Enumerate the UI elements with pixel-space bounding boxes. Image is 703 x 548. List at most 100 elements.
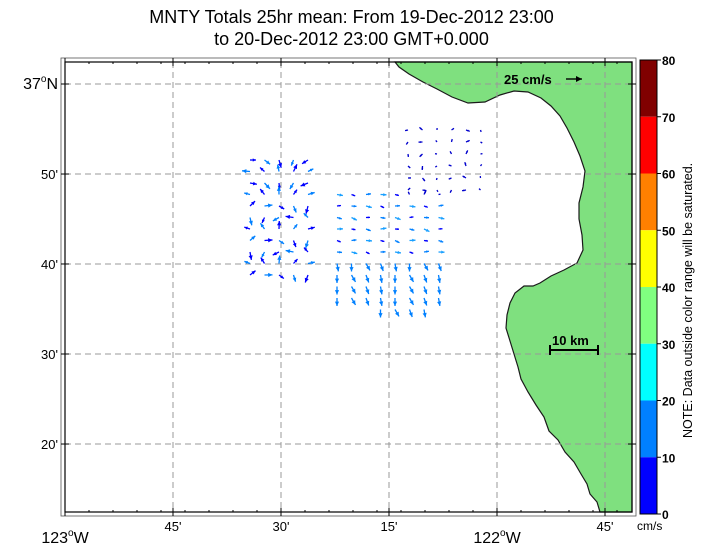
current-vector	[380, 193, 387, 197]
current-vector	[334, 298, 340, 306]
current-vector	[418, 141, 423, 144]
current-vector	[438, 227, 443, 230]
current-vector	[436, 127, 438, 131]
current-vector	[378, 309, 383, 318]
current-vector	[249, 270, 256, 276]
current-vector	[272, 251, 280, 256]
current-vector	[394, 216, 401, 221]
title-line-1: MNTY Totals 25hr mean: From 19-Dec-2012 …	[149, 7, 554, 27]
latitude-label: 20'	[41, 437, 58, 452]
current-vector	[423, 216, 430, 219]
current-vector	[380, 216, 386, 220]
current-vector	[409, 251, 414, 254]
current-vector	[365, 192, 372, 196]
current-vector	[450, 138, 453, 143]
current-vector	[435, 140, 438, 143]
latitude-label: 37oN	[23, 74, 58, 93]
current-vector	[392, 298, 398, 306]
current-vector	[249, 200, 256, 207]
land-area	[393, 61, 633, 513]
current-vector	[479, 175, 482, 179]
current-vector	[394, 228, 400, 231]
longitude-label: 45'	[165, 519, 182, 534]
current-vector	[380, 239, 385, 243]
current-vector	[307, 168, 314, 173]
current-vector	[437, 286, 442, 295]
title-line-2: to 20-Dec-2012 23:00 GMT+0.000	[214, 29, 489, 49]
current-vector	[408, 286, 415, 294]
current-vector	[259, 222, 266, 230]
current-vector	[464, 161, 467, 167]
current-vector	[437, 263, 442, 272]
current-vector	[244, 260, 251, 265]
current-vector	[465, 150, 469, 155]
current-vector	[261, 217, 266, 224]
current-vector	[434, 153, 438, 155]
current-vector	[394, 250, 402, 254]
current-vector	[336, 216, 342, 220]
current-vector	[292, 274, 297, 282]
current-vector	[421, 165, 424, 171]
longitude-label: 15'	[381, 519, 398, 534]
current-vector	[480, 141, 483, 144]
current-vector	[438, 239, 444, 243]
current-vector	[244, 192, 251, 196]
current-vector	[434, 165, 438, 168]
current-vector	[307, 261, 315, 265]
current-vector	[478, 188, 481, 191]
current-vector	[438, 216, 445, 220]
current-vector	[423, 190, 427, 195]
reference-vector: 25 cm/s	[504, 72, 582, 87]
current-vector	[249, 235, 256, 241]
current-vector	[448, 164, 452, 167]
current-vector	[365, 205, 372, 209]
current-vector	[461, 189, 467, 192]
current-vector	[448, 177, 452, 180]
current-vector	[451, 127, 455, 131]
current-vector	[292, 205, 297, 213]
current-vector	[301, 159, 309, 165]
colorbar-tick-label: 70	[662, 111, 676, 125]
scale-bar: 10 km	[549, 333, 599, 355]
current-vector	[336, 250, 343, 254]
longitude-labels: 123oW 45' 30' 15' 122oW 45'	[41, 519, 613, 547]
current-vector	[365, 251, 370, 255]
current-vector	[334, 286, 340, 295]
current-vector	[277, 255, 282, 264]
latitude-labels: 37oN 50' 40' 30' 20'	[23, 74, 58, 452]
current-vector	[379, 274, 384, 283]
current-vector	[336, 227, 344, 231]
current-vector	[248, 217, 253, 226]
current-vector	[392, 275, 398, 283]
current-vector	[423, 205, 428, 208]
colorbar-segment	[640, 230, 657, 287]
colorbar-tick-label: 20	[662, 395, 676, 409]
current-vector	[264, 203, 273, 208]
current-vector	[276, 186, 282, 195]
current-vector	[380, 227, 387, 231]
current-vector	[407, 263, 412, 272]
current-vector	[285, 214, 294, 220]
colorbar-tick-label: 50	[662, 224, 676, 238]
current-vector	[438, 204, 444, 207]
current-vector	[407, 191, 411, 195]
current-vector	[260, 257, 266, 264]
current-vector	[465, 129, 470, 132]
current-vector	[264, 159, 271, 165]
current-vector	[350, 297, 357, 306]
colorbar-unit: cm/s	[637, 519, 662, 533]
current-vector	[277, 220, 282, 230]
current-vector	[365, 263, 371, 271]
current-vector	[278, 274, 285, 280]
current-vector	[422, 189, 427, 192]
current-vector	[289, 182, 295, 190]
current-vector	[264, 182, 271, 190]
current-vector	[259, 188, 266, 195]
current-vector	[264, 272, 273, 278]
latitude-label: 50'	[41, 167, 58, 182]
colorbar-segment	[640, 400, 657, 458]
current-vector	[423, 239, 429, 242]
current-vector	[409, 238, 416, 242]
current-vector	[365, 274, 370, 283]
current-vector	[438, 193, 441, 196]
